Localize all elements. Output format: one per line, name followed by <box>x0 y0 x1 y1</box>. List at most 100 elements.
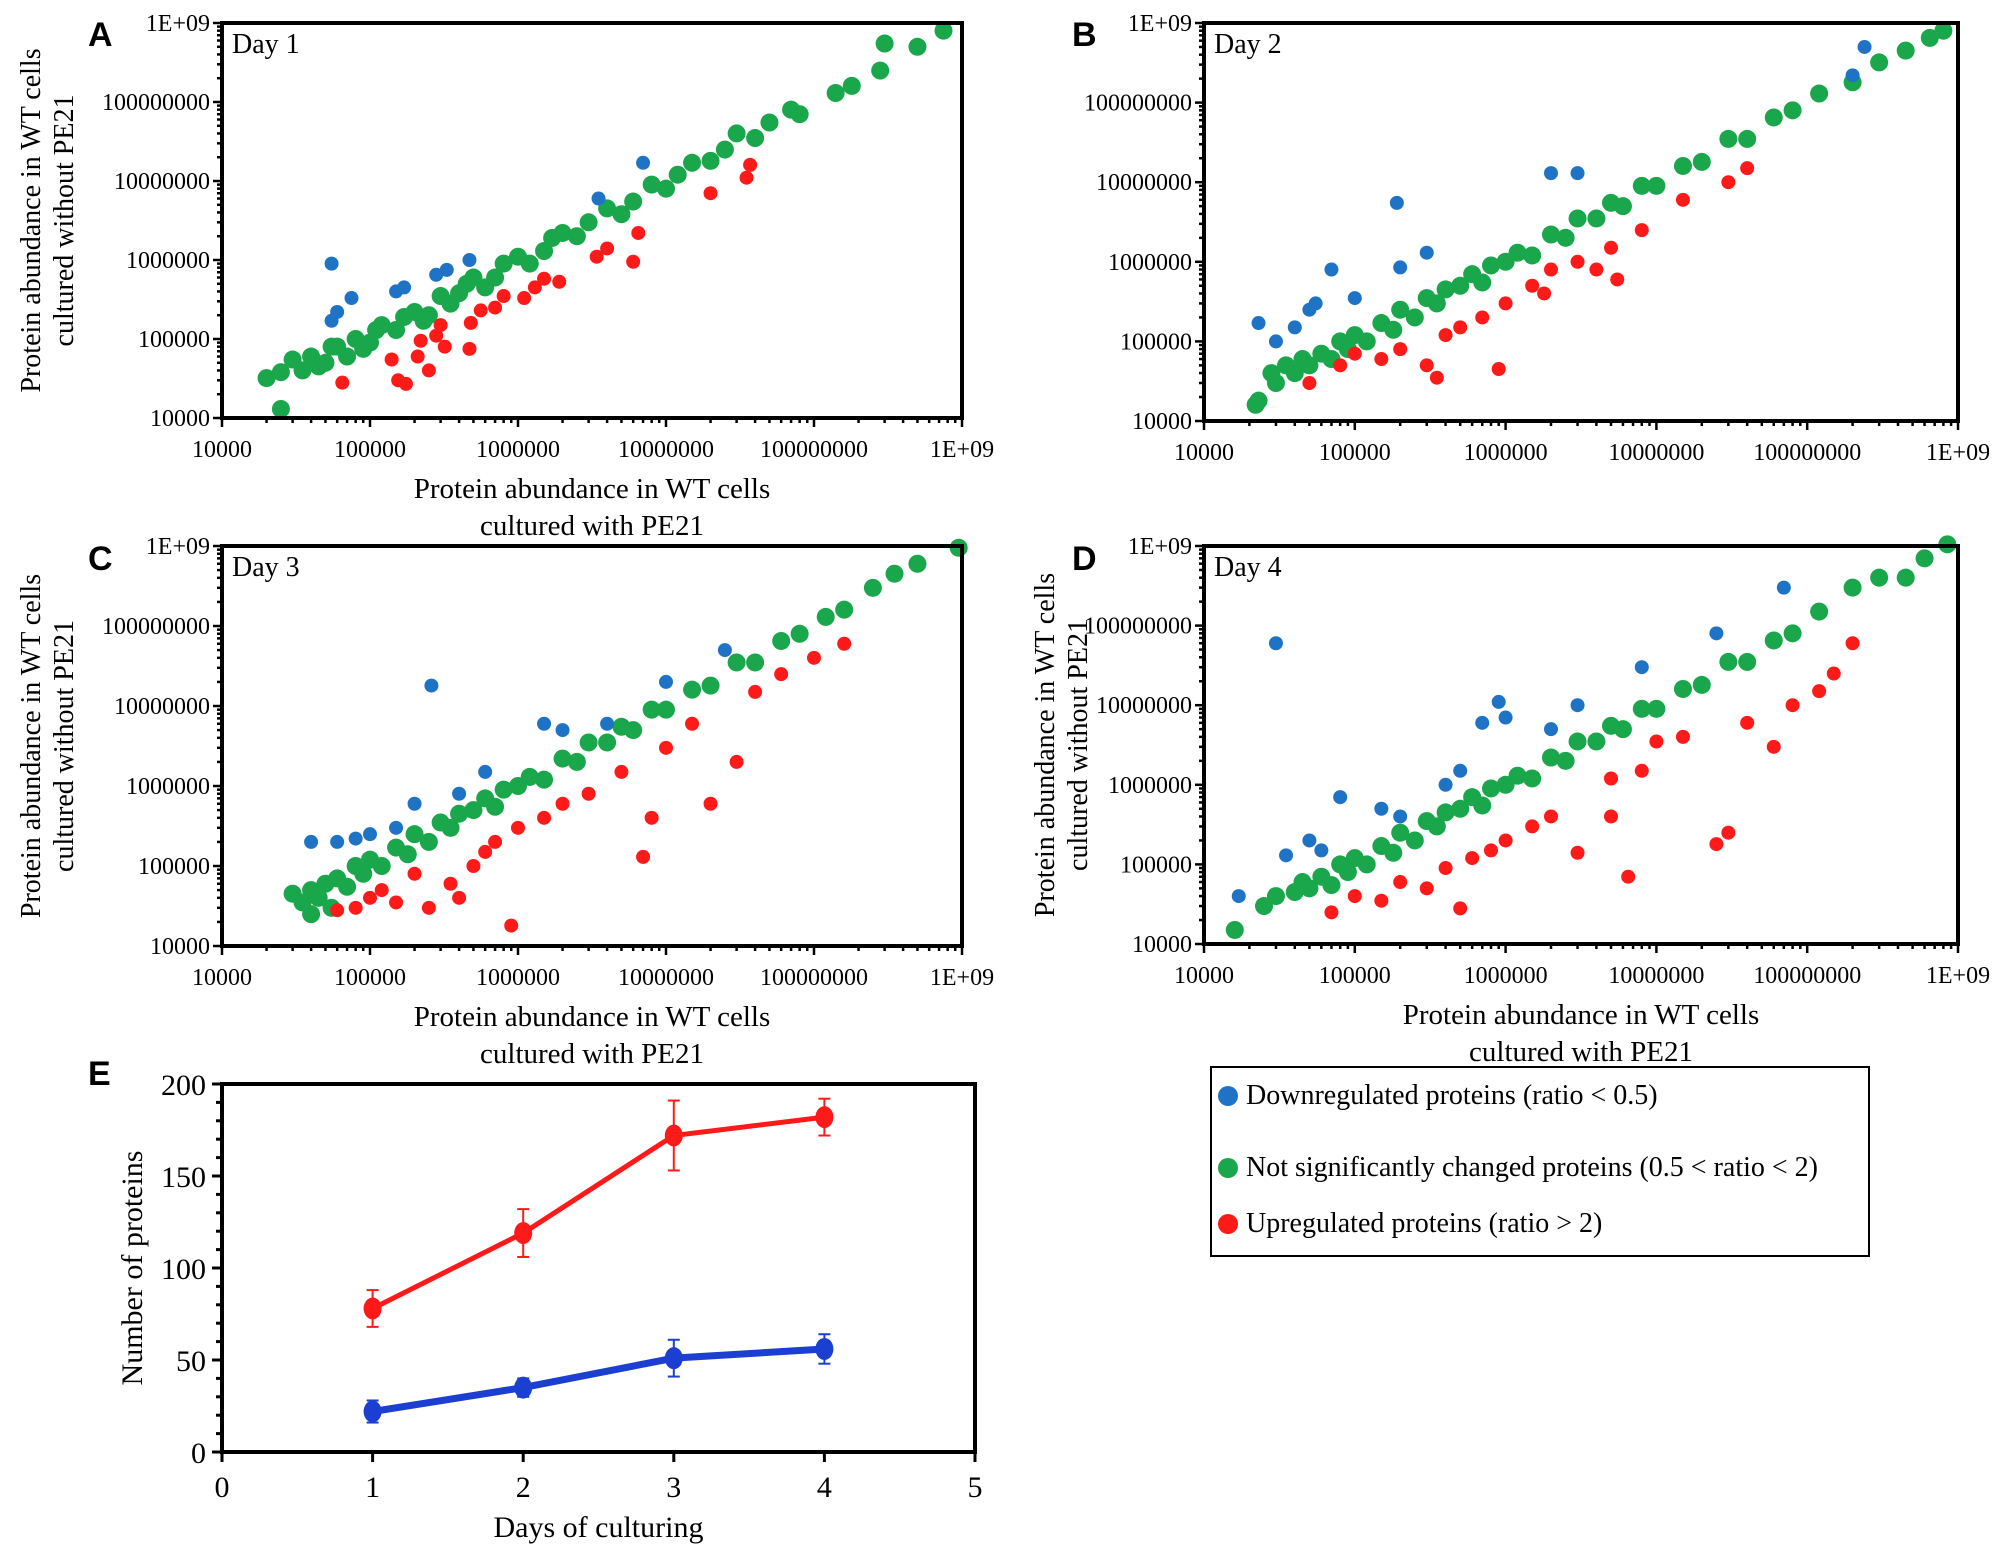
x-axis-label: Protein abundance in WT cells <box>414 473 771 505</box>
red-point <box>1453 901 1468 916</box>
y-tick-label: 100000000 <box>102 614 210 640</box>
red-point <box>589 249 604 264</box>
blue-point <box>600 716 615 731</box>
green-point <box>1556 228 1575 247</box>
red-point <box>636 849 651 864</box>
x-axis-label: cultured with PE21 <box>480 510 704 542</box>
x-tick-label: 1E+09 <box>930 965 994 991</box>
y-tick-label: 1E+09 <box>1128 534 1192 560</box>
red-point <box>1324 905 1339 920</box>
blue-point <box>1543 722 1558 737</box>
red-point <box>1721 175 1736 190</box>
green-point <box>338 347 357 366</box>
green-point <box>553 749 572 768</box>
green-point <box>494 780 513 799</box>
blue-point <box>1438 777 1453 792</box>
green-point <box>1523 769 1542 788</box>
green-point <box>293 361 312 380</box>
green-point <box>1673 156 1692 175</box>
red-point <box>1347 889 1362 904</box>
blue-point <box>1314 843 1329 858</box>
green-point <box>1249 391 1268 410</box>
green-point <box>1647 699 1666 718</box>
green-point <box>1810 602 1829 621</box>
green-point <box>1405 308 1424 327</box>
data-point <box>815 1106 834 1129</box>
green-point <box>271 399 290 418</box>
red-point <box>1498 833 1513 848</box>
red-point <box>555 796 570 811</box>
blue-point <box>1634 660 1649 675</box>
red-point <box>1525 278 1540 293</box>
green-point <box>871 61 890 80</box>
data-point <box>514 1222 533 1245</box>
data-point <box>363 1297 382 1320</box>
red-point <box>1621 869 1636 884</box>
red-point <box>1475 310 1490 325</box>
green-point <box>1473 273 1492 292</box>
red-point <box>1491 362 1506 377</box>
red-point <box>488 300 503 315</box>
blue-point <box>324 256 339 271</box>
green-point <box>1692 152 1711 171</box>
x-tick-label: 3 <box>666 1471 681 1504</box>
red-point <box>421 900 436 915</box>
green-point <box>624 192 643 211</box>
green-point <box>715 140 734 159</box>
blue-point <box>1776 580 1791 595</box>
legend-item-upregulated: Upregulated proteins (ratio > 2) <box>1218 1208 1602 1240</box>
red-point <box>1610 272 1625 287</box>
green-point <box>316 353 335 372</box>
green-point <box>1568 732 1587 751</box>
green-point <box>1481 256 1500 275</box>
red-point <box>1785 698 1800 713</box>
green-point <box>1896 41 1915 60</box>
blue-point <box>348 831 363 846</box>
green-point <box>1764 108 1783 127</box>
red-point <box>1419 358 1434 373</box>
green-point <box>309 888 328 907</box>
y-tick-label: 150 <box>161 1161 206 1194</box>
green-point <box>683 153 702 172</box>
y-tick-label: 1000000 <box>1108 773 1192 799</box>
red-point <box>1438 328 1453 343</box>
green-point <box>816 607 835 626</box>
x-tick-label: 10000000 <box>1608 440 1704 466</box>
red-point <box>407 866 422 881</box>
red-point <box>1483 843 1498 858</box>
blue-point <box>407 796 422 811</box>
green-point <box>934 21 953 40</box>
x-tick-label: 10000 <box>192 437 252 463</box>
green-point <box>1870 53 1889 72</box>
red-point <box>463 315 478 330</box>
legend-item-unchanged: Not significantly changed proteins (0.5 … <box>1218 1152 1818 1184</box>
green-point <box>1300 879 1319 898</box>
green-point <box>1896 568 1915 587</box>
green-point <box>1920 28 1939 47</box>
y-axis-label: Number of proteins <box>116 1151 149 1386</box>
blue-point <box>389 820 404 835</box>
blue-point <box>1857 39 1872 54</box>
red-point <box>1374 893 1389 908</box>
red-point <box>335 375 350 390</box>
x-tick-label: 100000 <box>1319 963 1391 989</box>
green-point <box>835 600 854 619</box>
x-tick-label: 100000000 <box>1753 440 1861 466</box>
red-point <box>1845 636 1860 651</box>
blue-point <box>1389 195 1404 210</box>
green-point <box>405 825 424 844</box>
green-point <box>1632 699 1651 718</box>
green-point <box>1541 748 1560 767</box>
red-point <box>511 820 525 835</box>
green-point <box>579 213 598 232</box>
green-point <box>520 767 539 786</box>
green-point <box>1481 779 1500 798</box>
green-point <box>1266 887 1285 906</box>
blue-point <box>429 267 444 282</box>
y-tick-label: 1E+09 <box>146 534 210 560</box>
y-tick-label: 0 <box>191 1437 206 1470</box>
y-tick-label: 1E+09 <box>146 11 210 37</box>
series-line <box>371 1114 825 1311</box>
red-point <box>1589 262 1604 277</box>
red-point <box>614 764 629 779</box>
